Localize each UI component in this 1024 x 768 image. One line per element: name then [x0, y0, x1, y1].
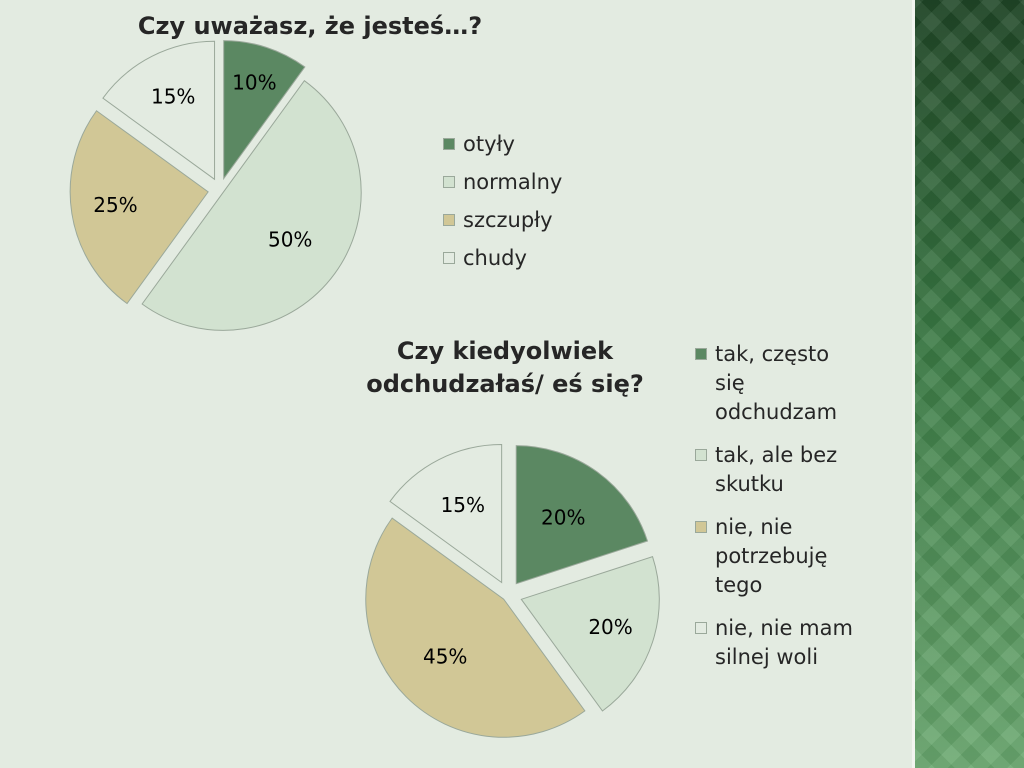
decorative-side-panel	[912, 0, 1024, 768]
slice-value-label: 20%	[588, 615, 632, 639]
chart2-title-line: Czy kiedyolwiek	[396, 337, 614, 365]
chart1-title: Czy uważasz, że jesteś…?	[137, 12, 483, 40]
legend-item: otyły	[443, 130, 633, 168]
legend-label: otyły	[463, 132, 515, 156]
legend-item: szczupły	[443, 206, 633, 244]
chart2-pie: 20% 20% 45% 15%	[365, 444, 660, 738]
chart2-title-line: odchudzałaś/ eś się?	[366, 370, 644, 398]
legend-item: tak, ale bez skutku	[695, 441, 895, 499]
pie-slice	[389, 444, 503, 584]
legend-label: tak, często się odchudzam	[715, 342, 838, 424]
legend-swatch	[695, 521, 707, 533]
chart1-pie: 10% 50% 25% 15%	[69, 40, 362, 331]
legend-swatch	[695, 449, 707, 461]
slice-value-label: 50%	[268, 228, 312, 252]
slice-value-label: 25%	[93, 193, 137, 217]
slice-value-label: 20%	[541, 505, 585, 529]
slice-value-label: 10%	[232, 71, 276, 95]
legend-item: nie, nie mam silnej woli	[695, 614, 895, 672]
slice-value-label: 45%	[423, 644, 467, 668]
legend-swatch	[443, 214, 455, 226]
slice-value-label: 15%	[441, 493, 485, 517]
legend-swatch	[695, 622, 707, 634]
chart2-title: Czy kiedyolwiek odchudzałaś/ eś się?	[360, 335, 650, 401]
pie-slice	[141, 80, 362, 331]
legend-item: chudy	[443, 244, 633, 282]
pie-slice	[223, 40, 306, 181]
legend-label: normalny	[463, 170, 563, 194]
legend-swatch	[443, 138, 455, 150]
legend-label: nie, nie potrzebuję tego	[715, 515, 828, 597]
legend-item: tak, często się odchudzam	[695, 340, 895, 427]
legend-swatch	[443, 176, 455, 188]
legend-item: nie, nie potrzebuję tego	[695, 513, 895, 600]
chart1-legend: otyły normalny szczupły chudy	[443, 130, 633, 282]
pie-slice	[520, 556, 660, 712]
legend-label: tak, ale bez skutku	[715, 443, 838, 496]
slice-value-label: 15%	[151, 85, 195, 109]
legend-swatch	[695, 348, 707, 360]
legend-label: chudy	[463, 246, 527, 270]
legend-item: normalny	[443, 168, 633, 206]
pie-slice	[69, 110, 209, 305]
chart2-legend: tak, często się odchudzam tak, ale bez skutk…	[695, 340, 895, 686]
pie-slice	[365, 517, 586, 738]
pie-slice	[515, 445, 649, 585]
legend-label: nie, nie mam silnej woli	[715, 616, 853, 669]
legend-swatch	[443, 252, 455, 264]
pie-slice	[102, 40, 216, 181]
legend-label: szczupły	[463, 208, 553, 232]
